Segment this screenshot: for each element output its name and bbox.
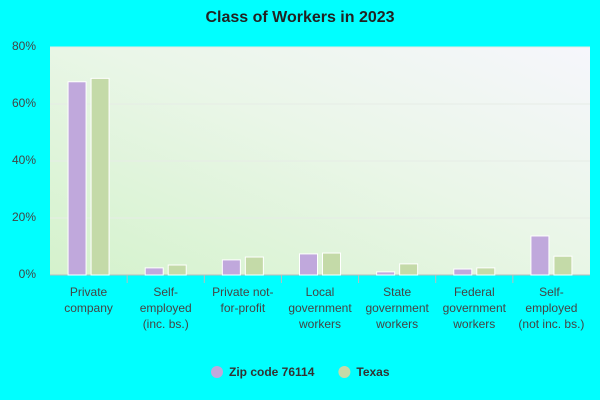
bar — [244, 256, 264, 276]
bar — [453, 268, 473, 276]
bar — [399, 263, 419, 276]
bar — [221, 259, 241, 276]
legend-label: Zip code 76114 — [229, 365, 315, 379]
y-tick-label: 60% — [12, 96, 36, 110]
x-tick-label: Federal government workers — [442, 285, 506, 331]
bar — [553, 255, 573, 276]
x-tick-label: Private not-for-profit — [212, 285, 274, 315]
x-tick-label: Local government workers — [288, 285, 352, 331]
legend-swatch — [211, 366, 223, 378]
y-tick-label: 0% — [19, 267, 37, 281]
chart-title: Class of Workers in 2023 — [205, 9, 394, 26]
y-tick-label: 80% — [12, 39, 36, 53]
bar — [376, 271, 396, 276]
bar — [530, 235, 550, 276]
bar — [322, 252, 341, 276]
legend-swatch — [338, 366, 351, 378]
bar — [90, 77, 110, 276]
bar — [144, 267, 164, 276]
legend-label: Texas — [356, 365, 389, 379]
bar — [167, 264, 187, 276]
y-tick-label: 40% — [12, 153, 36, 167]
x-tick-label: Self-employed (not inc. bs.) — [518, 285, 585, 331]
bar — [299, 253, 318, 276]
bar — [67, 81, 87, 276]
x-tick-label: State government workers — [365, 285, 429, 331]
y-tick-label: 20% — [12, 210, 36, 224]
x-tick-label: Self-employed (inc. bs.) — [139, 285, 192, 331]
x-tick-label: Private company — [64, 285, 113, 315]
bar — [476, 267, 496, 276]
